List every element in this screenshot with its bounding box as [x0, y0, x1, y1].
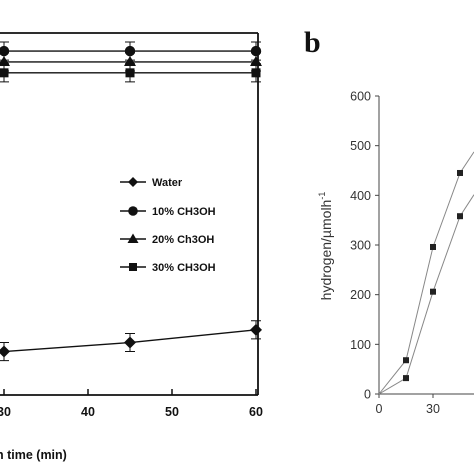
panel-b-y-tick-label: 500	[350, 139, 371, 153]
panel-b-y-axis-title: hydrogen/µmolh-1	[317, 192, 334, 301]
panel-a-legend: Water 10% CH3OH 20% Ch3OH 30% CH3OH	[120, 177, 216, 274]
panel-b-series-line	[378, 194, 474, 395]
legend-item-30pct: 30% CH3OH	[120, 262, 216, 274]
panel-b-series	[378, 151, 474, 395]
panel-b-y-tick-label: 200	[350, 288, 371, 302]
panel-a-plot-area: 30 40 50 60	[0, 32, 263, 419]
panel-a-point	[0, 45, 10, 57]
panel-a-point	[0, 345, 10, 358]
panel-b-point	[403, 375, 409, 382]
legend-label-10pct: 10% CH3OH	[152, 206, 216, 218]
legend-item-10pct: 10% CH3OH	[120, 206, 216, 218]
panel-a-point	[0, 55, 10, 66]
panel-a-x-tick-label: 60	[249, 405, 263, 419]
panel-b-point	[457, 169, 463, 176]
circle-marker-icon	[128, 206, 138, 216]
panel-b-series-0	[378, 151, 474, 395]
panel-a-x-axis-title: n time (min)	[0, 448, 67, 462]
panel-a-point	[251, 68, 261, 78]
panel-a: 30 40 50 60 Water 10% CH3OH 20% Ch3OH	[0, 32, 263, 462]
legend-label-20pct: 20% Ch3OH	[152, 234, 214, 246]
panel-b-y-tick-label: 400	[350, 189, 371, 203]
legend-item-water: Water	[120, 177, 183, 189]
panel-b-x-tick-label: 0	[376, 402, 383, 416]
panel-b-y-tick-label: 300	[350, 239, 371, 253]
panel-b-point	[430, 243, 436, 250]
panel-a-series-1	[0, 41, 262, 61]
panel-a-x-ticks: 30 40 50 60	[0, 389, 263, 419]
panel-a-point	[250, 323, 262, 336]
panel-a-point	[124, 336, 136, 349]
panel-a-series-0	[0, 320, 262, 362]
panel-a-x-tick-label: 30	[0, 405, 11, 419]
panel-b-point	[430, 288, 436, 295]
triangle-marker-icon	[127, 233, 139, 243]
panel-b-y-ticks: 0 100 200 300 400 500 600	[350, 90, 379, 402]
panel-a-point	[250, 45, 262, 57]
panel-b-point	[403, 357, 409, 364]
panel-b-y-tick-label: 600	[350, 90, 371, 104]
panel-a-point	[0, 68, 9, 78]
panel-b-series-1	[378, 194, 474, 395]
panel-b-series-line	[378, 151, 474, 395]
legend-label-30pct: 30% CH3OH	[152, 262, 216, 274]
panel-b-x-tick-label: 30	[426, 402, 440, 416]
panel-b-point	[457, 213, 463, 220]
panel-b-y-tick-label: 100	[350, 338, 371, 352]
legend-label-water: Water	[152, 177, 183, 189]
diamond-marker-icon	[128, 177, 138, 187]
panel-b-letter: b	[304, 26, 321, 59]
square-marker-icon	[129, 263, 137, 271]
panel-b-y-tick-label: 0	[364, 388, 371, 402]
panel-b-x-ticks: 0 30	[376, 394, 440, 416]
panel-a-point	[125, 68, 135, 78]
legend-item-20pct: 20% Ch3OH	[120, 233, 214, 246]
panel-a-x-tick-label: 50	[165, 405, 179, 419]
panel-a-series	[0, 41, 262, 362]
panel-a-x-tick-label: 40	[81, 405, 95, 419]
panel-a-point	[124, 45, 136, 57]
panel-a-series-3	[0, 63, 261, 83]
